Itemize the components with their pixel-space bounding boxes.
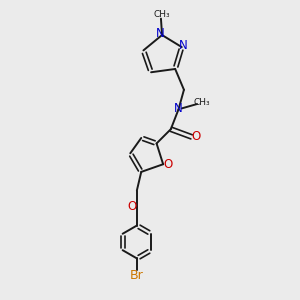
Text: CH₃: CH₃ [193, 98, 210, 107]
Text: N: N [156, 27, 165, 40]
Text: N: N [179, 40, 188, 52]
Text: O: O [128, 200, 137, 213]
Text: O: O [191, 130, 201, 143]
Text: Br: Br [130, 269, 144, 282]
Text: O: O [163, 158, 172, 171]
Text: CH₃: CH₃ [154, 10, 170, 19]
Text: N: N [174, 102, 183, 115]
